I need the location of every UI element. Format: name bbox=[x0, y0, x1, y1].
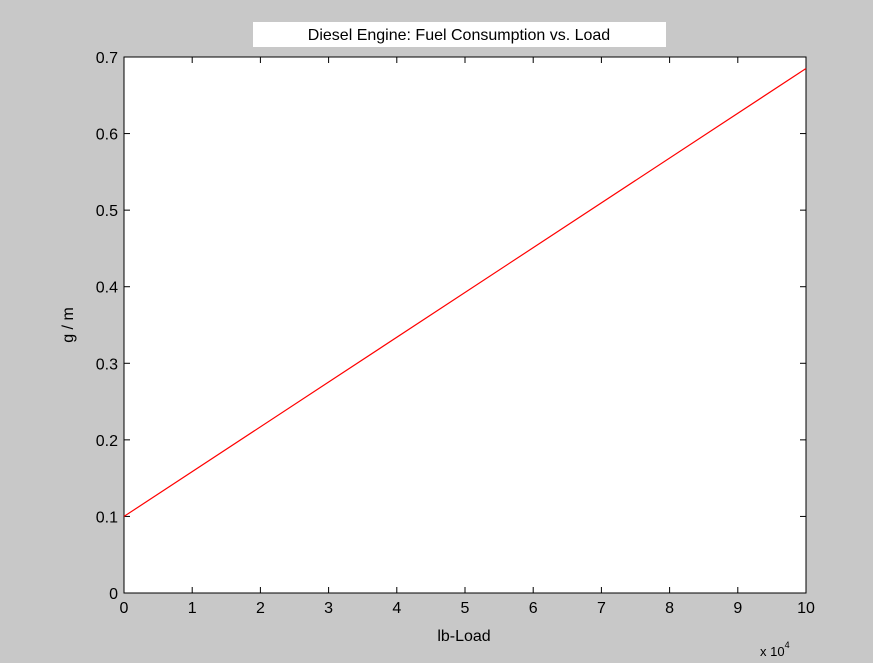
x-tick-label: 10 bbox=[797, 600, 815, 617]
ticks: 0 1 2 3 4 5 6 7 8 9 10 0 0.1 0.2 0.3 0.4 0.5 0.6 0.7 bbox=[96, 50, 815, 617]
x-multiplier-base: x 10 bbox=[760, 644, 785, 659]
y-tick-label: 0.6 bbox=[96, 127, 118, 144]
y-tick-label: 0 bbox=[109, 586, 118, 603]
axes-background bbox=[123, 56, 807, 594]
x-tick-label: 1 bbox=[188, 600, 197, 617]
y-tick-label: 0.3 bbox=[96, 356, 118, 373]
x-tick-label: 8 bbox=[665, 600, 674, 617]
plot-area bbox=[123, 56, 807, 594]
x-tick-label: 3 bbox=[324, 600, 333, 617]
y-tick-label: 0.7 bbox=[96, 50, 118, 67]
y-axis-label: g / m bbox=[60, 307, 77, 343]
x-tick-label: 9 bbox=[733, 600, 742, 617]
x-axis-multiplier: x 104 bbox=[760, 640, 790, 659]
x-tick-label: 7 bbox=[597, 600, 606, 617]
y-tick-label: 0.5 bbox=[96, 203, 118, 220]
x-tick-label: 2 bbox=[256, 600, 265, 617]
x-tick-label: 4 bbox=[392, 600, 401, 617]
series bbox=[123, 67, 807, 517]
x-tick-label: 5 bbox=[461, 600, 470, 617]
title-background bbox=[253, 22, 666, 47]
x-multiplier-exponent: 4 bbox=[785, 640, 790, 650]
y-tick-label: 0.2 bbox=[96, 433, 118, 450]
x-axis-label: lb-Load bbox=[437, 628, 490, 645]
x-tick-label: 0 bbox=[120, 600, 129, 617]
y-tick-label: 0.4 bbox=[96, 280, 118, 297]
chart-title: Diesel Engine: Fuel Consumption vs. Load bbox=[308, 27, 610, 44]
title-box: Diesel Engine: Fuel Consumption vs. Load bbox=[253, 22, 666, 47]
series-line-0 bbox=[123, 67, 807, 517]
y-tick-label: 0.1 bbox=[96, 509, 118, 526]
x-tick-label: 6 bbox=[529, 600, 538, 617]
